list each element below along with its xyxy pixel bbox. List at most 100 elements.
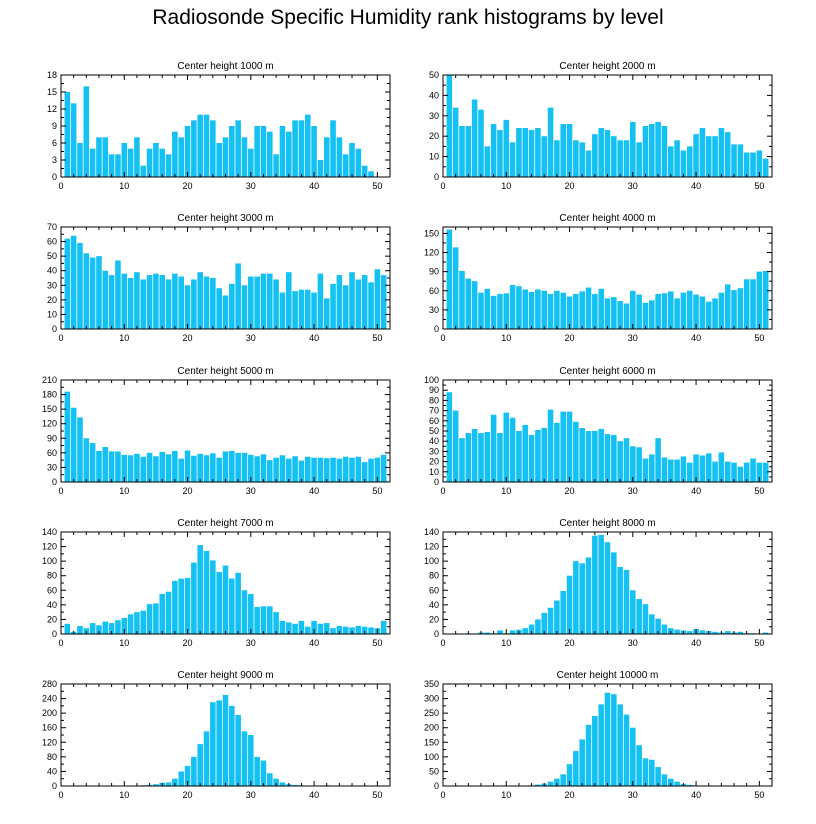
histogram-bar — [598, 428, 604, 482]
histogram-bar — [279, 455, 286, 482]
histogram-bar — [724, 631, 731, 634]
histogram-bar — [323, 137, 330, 177]
histogram-bar — [159, 275, 166, 329]
y-tick-label: 30 — [429, 446, 439, 456]
histogram-panel: Center height 3000 m 0 10 20 30 40 50 0 10 20 30 40… — [47, 213, 391, 343]
histogram-bar — [509, 285, 516, 329]
y-tick-label: 0 — [434, 172, 439, 182]
y-tick-label: 50 — [47, 251, 57, 261]
y-tick-label: 210 — [42, 375, 57, 385]
histogram-bar — [311, 620, 317, 634]
histogram-bar — [146, 452, 153, 482]
histogram-bar — [617, 441, 623, 482]
histogram-bar — [317, 160, 324, 177]
x-tick-label: 30 — [246, 790, 256, 800]
y-tick-label: 150 — [424, 228, 439, 238]
histogram-bar — [285, 458, 292, 482]
histogram-bar — [497, 130, 503, 177]
histogram-bar — [83, 438, 90, 482]
histogram-bar — [541, 290, 548, 329]
histogram-bar — [121, 454, 128, 482]
histogram-bar — [77, 243, 83, 329]
histogram-bar — [573, 293, 579, 329]
histogram-panel: Center height 10000 m 0 10 20 30 40 50 0 50 100 15… — [424, 670, 773, 800]
histogram-bar — [598, 288, 604, 329]
histogram-bar — [311, 457, 317, 482]
histogram-bar — [317, 457, 324, 482]
y-tick-label: 40 — [47, 600, 57, 610]
histogram-bar — [611, 136, 617, 177]
x-tick-label: 50 — [372, 181, 382, 191]
histogram-bar — [355, 279, 362, 329]
histogram-bar — [374, 457, 381, 482]
histogram-bar — [743, 152, 750, 177]
histogram-bar — [674, 781, 680, 786]
histogram-bar — [642, 458, 649, 482]
y-tick-label: 0 — [52, 629, 57, 639]
y-tick-label: 180 — [42, 390, 57, 400]
histogram-bar — [503, 412, 510, 482]
histogram-bar — [459, 270, 465, 329]
histogram-bar — [64, 391, 71, 482]
histogram-bar — [705, 301, 712, 329]
histogram-bar — [478, 109, 484, 177]
histogram-bar — [241, 590, 248, 634]
histogram-bar — [598, 128, 604, 177]
histogram-bar — [484, 146, 491, 177]
histogram-bar — [712, 461, 718, 482]
histogram-bar — [579, 291, 585, 329]
y-tick-label: 240 — [42, 694, 57, 704]
histogram-bar — [554, 290, 560, 329]
y-tick-label: 160 — [42, 723, 57, 733]
histogram-bar — [484, 288, 491, 329]
histogram-bar — [102, 137, 109, 177]
histogram-bar — [222, 451, 229, 482]
histogram-bar — [96, 256, 102, 329]
y-tick-label: 150 — [424, 737, 439, 747]
histogram-bar — [693, 294, 699, 329]
x-tick-label: 30 — [628, 181, 638, 191]
histogram-bar — [712, 136, 718, 177]
histogram-bar — [374, 269, 381, 329]
histogram-bar — [598, 534, 604, 634]
histogram-bar — [165, 279, 172, 329]
histogram-bar — [285, 131, 292, 177]
x-tick-label: 40 — [691, 486, 701, 496]
histogram-bar — [560, 411, 566, 482]
x-tick-label: 0 — [58, 638, 63, 648]
histogram-bar — [260, 126, 267, 177]
histogram-bar — [731, 462, 737, 482]
histogram-bar — [102, 270, 109, 329]
histogram-bar — [96, 450, 102, 482]
histogram-bar — [285, 272, 292, 329]
histogram-bar — [292, 456, 298, 482]
x-tick-label: 0 — [440, 333, 445, 343]
histogram-bar — [446, 229, 453, 329]
histogram-bar — [210, 560, 216, 634]
histogram-bar — [153, 273, 159, 329]
histogram-bar — [203, 550, 210, 634]
histogram-bar — [127, 614, 134, 634]
histogram-bar — [153, 603, 159, 634]
y-tick-label: 60 — [429, 585, 439, 595]
histogram-bar — [579, 427, 585, 482]
histogram-bar — [172, 778, 178, 786]
histogram-bar — [254, 756, 260, 786]
histogram-bar — [459, 126, 465, 177]
x-tick-label: 20 — [183, 333, 193, 343]
histogram-bar — [604, 130, 611, 177]
histogram-bar — [70, 407, 77, 482]
x-tick-label: 0 — [58, 181, 63, 191]
y-tick-label: 200 — [42, 708, 57, 718]
histogram-bar — [361, 626, 368, 634]
histogram-bar — [172, 580, 178, 634]
histogram-bar — [203, 276, 210, 329]
histogram-bar — [471, 99, 478, 177]
histogram-panel: Center height 8000 m 0 10 20 30 40 50 0 20 40 60 80… — [424, 518, 773, 648]
y-tick-label: 15 — [47, 87, 57, 97]
histogram-bar — [210, 453, 216, 482]
histogram-bar — [203, 455, 210, 482]
x-tick-label: 0 — [440, 181, 445, 191]
x-tick-label: 30 — [628, 486, 638, 496]
histogram-bar — [70, 103, 77, 177]
